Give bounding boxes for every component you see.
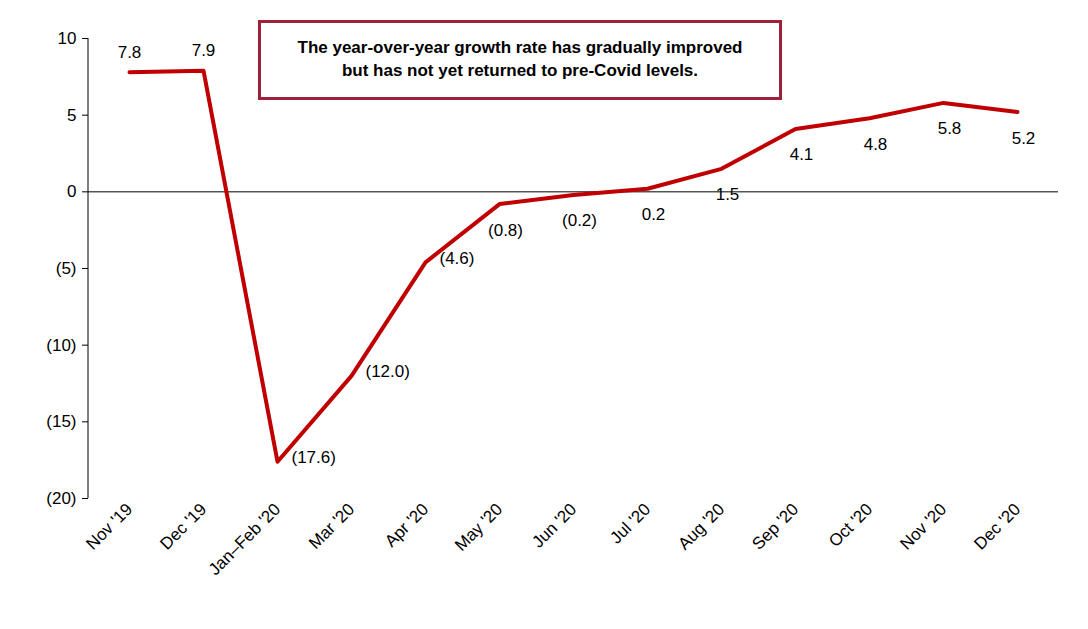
svg-text:7.8: 7.8: [118, 43, 142, 62]
svg-text:(10): (10): [46, 336, 76, 355]
svg-text:(15): (15): [46, 412, 76, 431]
svg-text:Dec '20: Dec '20: [970, 500, 1024, 554]
svg-text:Jan–Feb '20: Jan–Feb '20: [205, 500, 284, 579]
svg-text:Jul '20: Jul '20: [606, 500, 654, 548]
svg-text:4.1: 4.1: [790, 145, 814, 164]
svg-text:Dec '19: Dec '19: [156, 500, 210, 554]
svg-text:Nov '20: Nov '20: [896, 500, 950, 554]
svg-text:(4.6): (4.6): [440, 249, 475, 268]
svg-text:(0.8): (0.8): [488, 221, 523, 240]
svg-text:0: 0: [67, 182, 76, 201]
svg-text:Jun '20: Jun '20: [528, 500, 580, 552]
svg-text:5.8: 5.8: [938, 119, 962, 138]
svg-text:0.2: 0.2: [642, 205, 666, 224]
svg-text:1.5: 1.5: [716, 185, 740, 204]
svg-text:10: 10: [58, 29, 77, 48]
svg-text:Nov '19: Nov '19: [82, 500, 136, 554]
svg-text:(0.2): (0.2): [562, 211, 597, 230]
svg-text:4.8: 4.8: [864, 135, 888, 154]
svg-text:Aug '20: Aug '20: [674, 500, 728, 554]
svg-text:Oct '20: Oct '20: [825, 500, 876, 551]
svg-text:Apr '20: Apr '20: [381, 500, 432, 551]
svg-text:(12.0): (12.0): [366, 362, 410, 381]
html-text:The year-over-year growth rate: The year-over-year growth rate has gradu…: [297, 38, 743, 80]
svg-text:5.2: 5.2: [1012, 129, 1036, 148]
svg-text:(20): (20): [46, 489, 76, 508]
svg-text:May '20: May '20: [451, 500, 506, 555]
svg-text:7.9: 7.9: [192, 41, 216, 60]
svg-text:Sep '20: Sep '20: [748, 500, 802, 554]
svg-text:(5): (5): [56, 259, 77, 278]
svg-text:Mar '20: Mar '20: [305, 500, 358, 553]
svg-text:(17.6): (17.6): [292, 448, 336, 467]
svg-text:5: 5: [67, 106, 76, 125]
